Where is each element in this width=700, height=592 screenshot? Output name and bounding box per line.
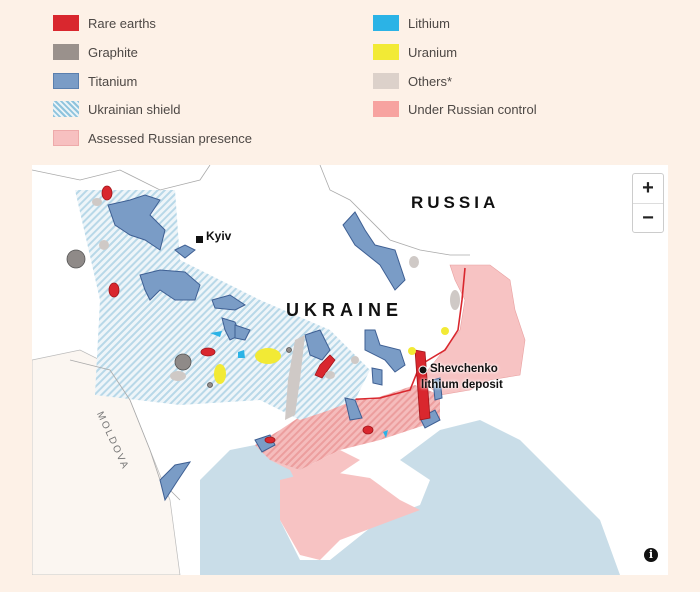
- swatch: [53, 44, 79, 60]
- map[interactable]: RUSSIA UKRAINE MOLDOVA Kyiv Shevchenko l…: [32, 165, 668, 575]
- legend-graphite: Graphite: [53, 43, 138, 61]
- label-lithium-deposit: lithium deposit: [421, 379, 503, 391]
- occupied-territory: [255, 264, 526, 560]
- legend-uranium: Uranium: [373, 43, 457, 61]
- legend-label: Lithium: [408, 15, 450, 31]
- legend-rare-earths: Rare earths: [53, 14, 156, 32]
- shevchenko-marker: [418, 365, 428, 375]
- legend-label: Under Russian control: [408, 101, 537, 117]
- legend-label: Assessed Russian presence: [88, 130, 253, 146]
- legend-label: Ukrainian shield: [88, 101, 181, 117]
- legend-assessed-russian-presence: Assessed Russian presence: [53, 129, 252, 147]
- swatch: [53, 101, 79, 117]
- swatch: [373, 15, 399, 31]
- map-canvas: [32, 165, 620, 575]
- kyiv-marker: [196, 236, 203, 243]
- zoom-in-button[interactable]: +: [633, 174, 663, 204]
- rare-earth-deposits: [101, 185, 431, 444]
- legend-label: Others*: [408, 73, 453, 89]
- swatch: [53, 73, 79, 89]
- legend-label: Uranium: [408, 44, 458, 60]
- titanium-deposits: [107, 194, 443, 502]
- swatch: [373, 73, 399, 89]
- label-kyiv: Kyiv: [206, 229, 232, 243]
- other-deposits: [92, 198, 460, 420]
- legend-label: Titanium: [88, 73, 138, 89]
- front-line: [339, 267, 466, 401]
- crimea: [280, 470, 420, 560]
- legend-ukrainian-shield: Ukrainian shield: [53, 100, 181, 118]
- legend-label: Rare earths: [88, 15, 156, 31]
- graphite-deposits: [66, 249, 292, 388]
- legend-others: Others*: [373, 72, 452, 90]
- legend-label: Graphite: [88, 44, 138, 60]
- legend-titanium: Titanium: [53, 72, 137, 90]
- swatch: [373, 101, 399, 117]
- lithium-deposits: [210, 331, 388, 438]
- swatch: [53, 130, 79, 146]
- legend-lithium: Lithium: [373, 14, 450, 32]
- zoom-controls: + −: [632, 173, 664, 233]
- label-ukraine: UKRAINE: [286, 300, 404, 320]
- label-shevchenko: Shevchenko: [430, 363, 498, 375]
- info-icon[interactable]: i: [644, 548, 658, 562]
- swatch: [53, 15, 79, 31]
- swatch: [373, 44, 399, 60]
- label-russia: RUSSIA: [411, 193, 500, 212]
- uranium-deposits: [214, 327, 449, 384]
- legend-under-russian-control: Under Russian control: [373, 100, 537, 118]
- zoom-out-button[interactable]: −: [642, 207, 654, 229]
